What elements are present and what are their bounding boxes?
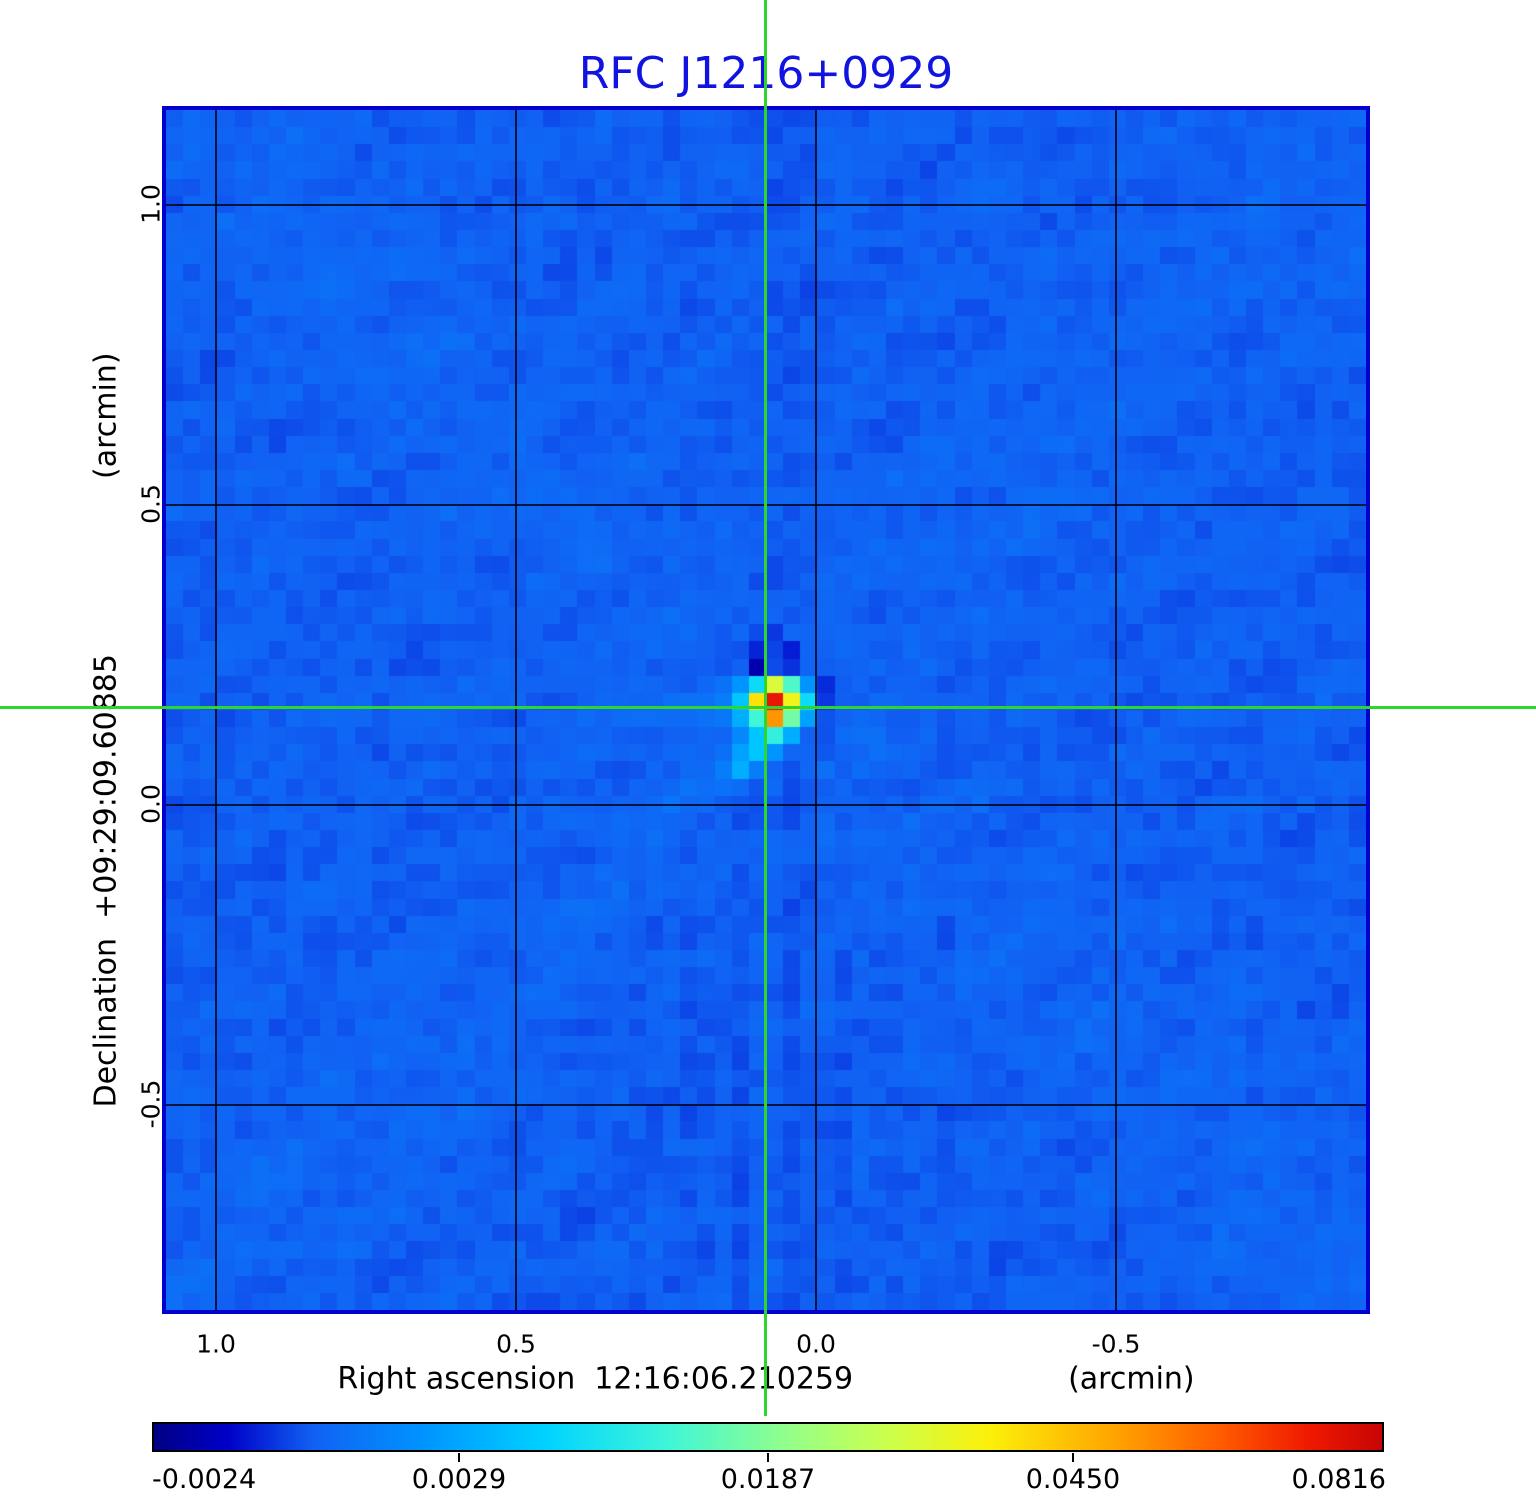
xtick-0.0: 0.0 <box>796 1329 836 1359</box>
y-axis-title: Declination +09:29:09.60885 (arcmin) <box>89 352 124 1107</box>
gridline-ra-0.5 <box>515 110 517 1310</box>
xtick-1.0: 1.0 <box>196 1329 236 1359</box>
colorbar-label-4: 0.0816 <box>1291 1464 1386 1495</box>
colorbar-label-2: 0.0187 <box>720 1464 816 1495</box>
ytick-0.5: 0.5 <box>136 484 166 524</box>
gridline-ra--0.5 <box>1115 110 1117 1310</box>
gridline-ra-0.0 <box>815 110 817 1310</box>
x-axis-label: Right ascension 12:16:06.210259 <box>337 1361 854 1397</box>
colorbar-tick-1 <box>458 1453 460 1462</box>
y-axis-label: Declination +09:29:09.60885 <box>88 654 124 1108</box>
xtick-0.5: 0.5 <box>496 1329 536 1359</box>
colorbar-label-3: 0.0450 <box>1025 1464 1121 1495</box>
crosshair-horizontal-line <box>0 706 1536 709</box>
x-axis-title: Right ascension 12:16:06.210259 (arcmin) <box>337 1362 1194 1397</box>
colorbar-label-1: 0.0029 <box>411 1464 507 1495</box>
y-axis-unit: (arcmin) <box>88 352 124 480</box>
colorbar-tick-2 <box>767 1453 769 1462</box>
ytick--0.5: -0.5 <box>136 1079 166 1129</box>
xtick--0.5: -0.5 <box>1091 1329 1141 1359</box>
gridline-ra-1.0 <box>215 110 217 1310</box>
x-axis-unit: (arcmin) <box>1068 1361 1195 1397</box>
colorbar-tick-3 <box>1072 1453 1074 1462</box>
ytick-1.0: 1.0 <box>136 184 166 224</box>
colorbar-gradient <box>152 1422 1384 1452</box>
ytick-0.0: 0.0 <box>136 784 166 824</box>
colorbar-label-0: -0.0024 <box>152 1464 257 1495</box>
